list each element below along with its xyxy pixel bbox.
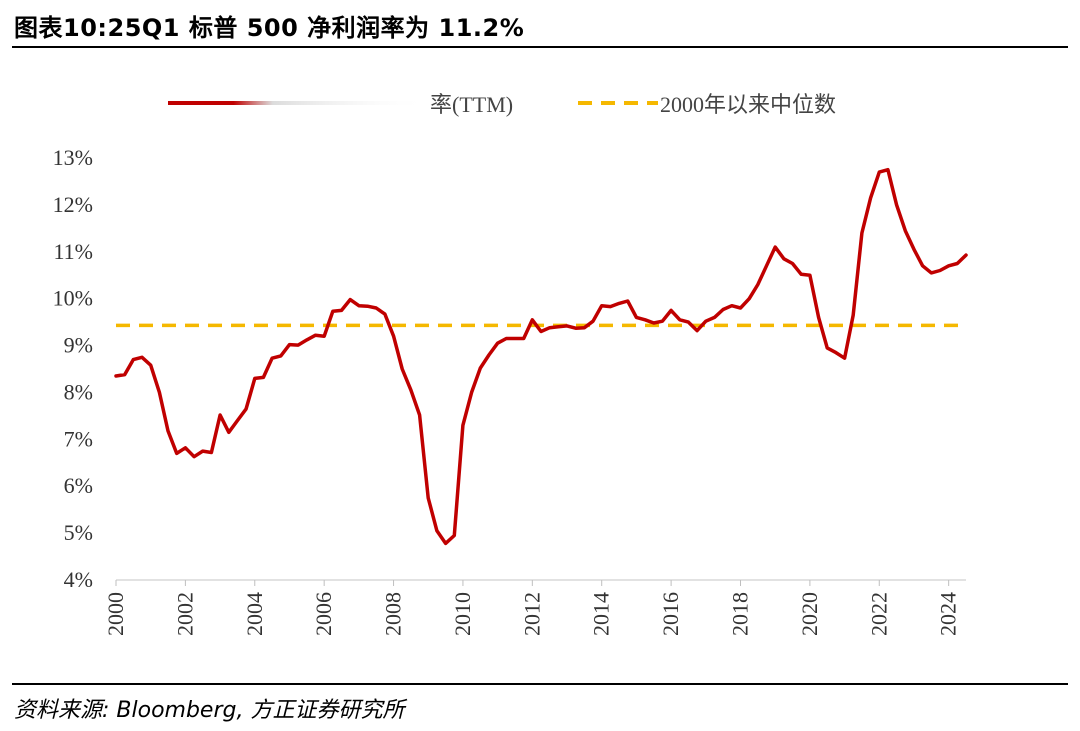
y-tick-label: 13%: [53, 145, 93, 170]
x-tick-label: 2024: [936, 592, 961, 636]
x-tick-label: 2018: [727, 592, 752, 636]
y-tick-label: 9%: [64, 333, 93, 358]
y-tick-label: 7%: [64, 426, 93, 451]
y-tick-label: 12%: [53, 192, 93, 217]
legend-swatch-margin: [168, 101, 430, 105]
y-tick-label: 11%: [53, 239, 93, 264]
y-tick-label: 6%: [64, 473, 93, 498]
x-axis: 2000 2002 2004 2006 2008 2010 2012 2014 2016 2018…: [103, 579, 966, 636]
title-rule: [12, 46, 1068, 48]
x-tick-label: 2010: [450, 592, 475, 636]
x-tick-label: 2000: [103, 592, 128, 636]
x-tick-label: 2004: [242, 592, 267, 636]
y-axis: 4% 5% 6% 7% 8% 9% 10% 11% 12% 13%: [53, 145, 93, 592]
legend: 率(TTM) 2000年以来中位数: [168, 92, 836, 117]
legend-label-median: 2000年以来中位数: [660, 92, 836, 117]
legend-label-margin: 率(TTM): [430, 92, 513, 117]
y-tick-label: 5%: [64, 520, 93, 545]
chart-title: 图表10:25Q1 标普 500 净利润率为 11.2%: [14, 14, 525, 42]
y-tick-label: 4%: [64, 567, 93, 592]
margin-series-line: [114, 167, 968, 546]
source-note: 资料来源: Bloomberg, 方正证券研究所: [14, 698, 405, 723]
x-tick-label: 2006: [311, 592, 336, 636]
y-tick-label: 10%: [53, 286, 93, 311]
x-tick-label: 2020: [797, 592, 822, 636]
x-tick-label: 2022: [866, 592, 891, 636]
x-tick-label: 2014: [589, 592, 614, 636]
plot-area: [114, 167, 968, 546]
source-rule: [12, 683, 1068, 685]
y-tick-label: 8%: [64, 379, 93, 404]
x-tick-label: 2002: [172, 592, 197, 636]
x-tick-label: 2016: [658, 592, 683, 636]
x-tick-label: 2012: [519, 592, 544, 636]
x-tick-label: 2008: [381, 592, 406, 636]
